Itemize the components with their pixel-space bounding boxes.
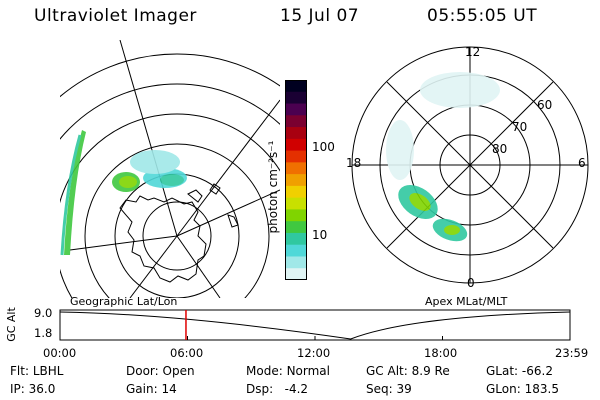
colorbar-swatch bbox=[285, 256, 307, 269]
timeline-xtick-0600: 06:00 bbox=[170, 346, 204, 360]
latitude-circle bbox=[60, 83, 280, 140]
latitude-circle bbox=[60, 113, 280, 298]
colorbar-swatch bbox=[285, 268, 307, 280]
colorbar-swatch bbox=[285, 138, 307, 152]
longitude-line bbox=[119, 40, 178, 237]
colorbar-swatch bbox=[285, 162, 307, 175]
colorbar-swatch bbox=[285, 80, 307, 93]
colorbar-swatch bbox=[285, 221, 307, 234]
dsp-field: Dsp: -4.2 bbox=[246, 382, 309, 396]
longitude-line bbox=[69, 235, 178, 251]
colorbar-swatch bbox=[285, 244, 307, 257]
timeline-ytick-high: 9.0 bbox=[34, 306, 53, 320]
gc-altitude-field: GC Alt: 8.9 Re bbox=[366, 364, 450, 378]
observation-time: 05:55:05 UT bbox=[427, 6, 538, 26]
latitude-circle bbox=[142, 201, 212, 271]
colorbar-swatch bbox=[285, 174, 307, 187]
door-field: Door: Open bbox=[126, 364, 195, 378]
colorbar-swatch bbox=[285, 127, 307, 140]
aurora-emission bbox=[60, 130, 187, 256]
latitude-circle bbox=[84, 143, 270, 298]
mlat-label-60: 60 bbox=[537, 98, 553, 112]
sequence-field: Seq: 39 bbox=[366, 382, 412, 396]
colorbar-swatch bbox=[285, 185, 307, 199]
filter-field: Flt: LBHL bbox=[10, 364, 64, 378]
mlt-label-12: 12 bbox=[465, 45, 481, 59]
mlt-meridian bbox=[386, 81, 554, 249]
colorbar-tick-100: 100 bbox=[312, 140, 335, 154]
colorbar-swatch bbox=[285, 91, 307, 105]
timeline-ytick-low: 1.8 bbox=[34, 326, 53, 340]
timeline-ylabel: GC Alt bbox=[4, 307, 18, 342]
colorbar-tick-10: 10 bbox=[312, 228, 328, 242]
colorbar-swatch bbox=[285, 209, 307, 222]
colorbar-swatch bbox=[285, 115, 307, 128]
mlt-label-6: 6 bbox=[578, 156, 586, 170]
longitude-line bbox=[129, 235, 178, 298]
coastline bbox=[119, 183, 239, 283]
timeline-frame bbox=[59, 309, 571, 341]
colorbar-swatch bbox=[285, 232, 307, 246]
mlt-label-0: 0 bbox=[467, 276, 475, 290]
gain-field: Gain: 14 bbox=[126, 382, 177, 396]
altitude-curve bbox=[59, 311, 571, 340]
timeline-xtick-0000: 00:00 bbox=[43, 346, 77, 360]
magnetic-panel-caption: Apex MLat/MLT bbox=[425, 295, 508, 308]
mlt-label-18: 18 bbox=[346, 156, 362, 170]
colorbar-frame bbox=[285, 80, 307, 280]
timeline-xtick-1800: 18:00 bbox=[424, 346, 458, 360]
mlat-label-80: 80 bbox=[492, 142, 508, 156]
longitude-line bbox=[176, 99, 280, 237]
timeline-xtick-2359: 23:59 bbox=[555, 346, 589, 360]
aurora-emission bbox=[386, 72, 500, 242]
ip-field: IP: 36.0 bbox=[10, 382, 56, 396]
colorbar-unit-label: photon cm⁻²s⁻¹ bbox=[266, 140, 280, 234]
instrument-title: Ultraviolet Imager bbox=[34, 6, 197, 26]
geo-longitude-field: GLon: 183.5 bbox=[486, 382, 559, 396]
longitude-line bbox=[176, 235, 221, 298]
magnetic-polar-panel bbox=[351, 46, 589, 284]
geo-latitude-field: GLat: -66.2 bbox=[486, 364, 553, 378]
mode-field: Mode: Normal bbox=[246, 364, 330, 378]
latitude-circle bbox=[60, 53, 280, 98]
colorbar-swatch bbox=[285, 197, 307, 210]
mlat-label-70: 70 bbox=[512, 120, 528, 134]
longitude-line bbox=[176, 189, 280, 237]
orbit-altitude-timeline bbox=[59, 309, 571, 341]
intensity-colorbar bbox=[285, 80, 307, 280]
geographic-map-panel bbox=[60, 40, 280, 298]
geographic-panel-caption: Geographic Lat/Lon bbox=[70, 295, 178, 308]
colorbar-swatch bbox=[285, 150, 307, 163]
observation-date: 15 Jul 07 bbox=[280, 6, 360, 26]
colorbar-swatch bbox=[285, 103, 307, 116]
timeline-xtick-1200: 12:00 bbox=[297, 346, 331, 360]
